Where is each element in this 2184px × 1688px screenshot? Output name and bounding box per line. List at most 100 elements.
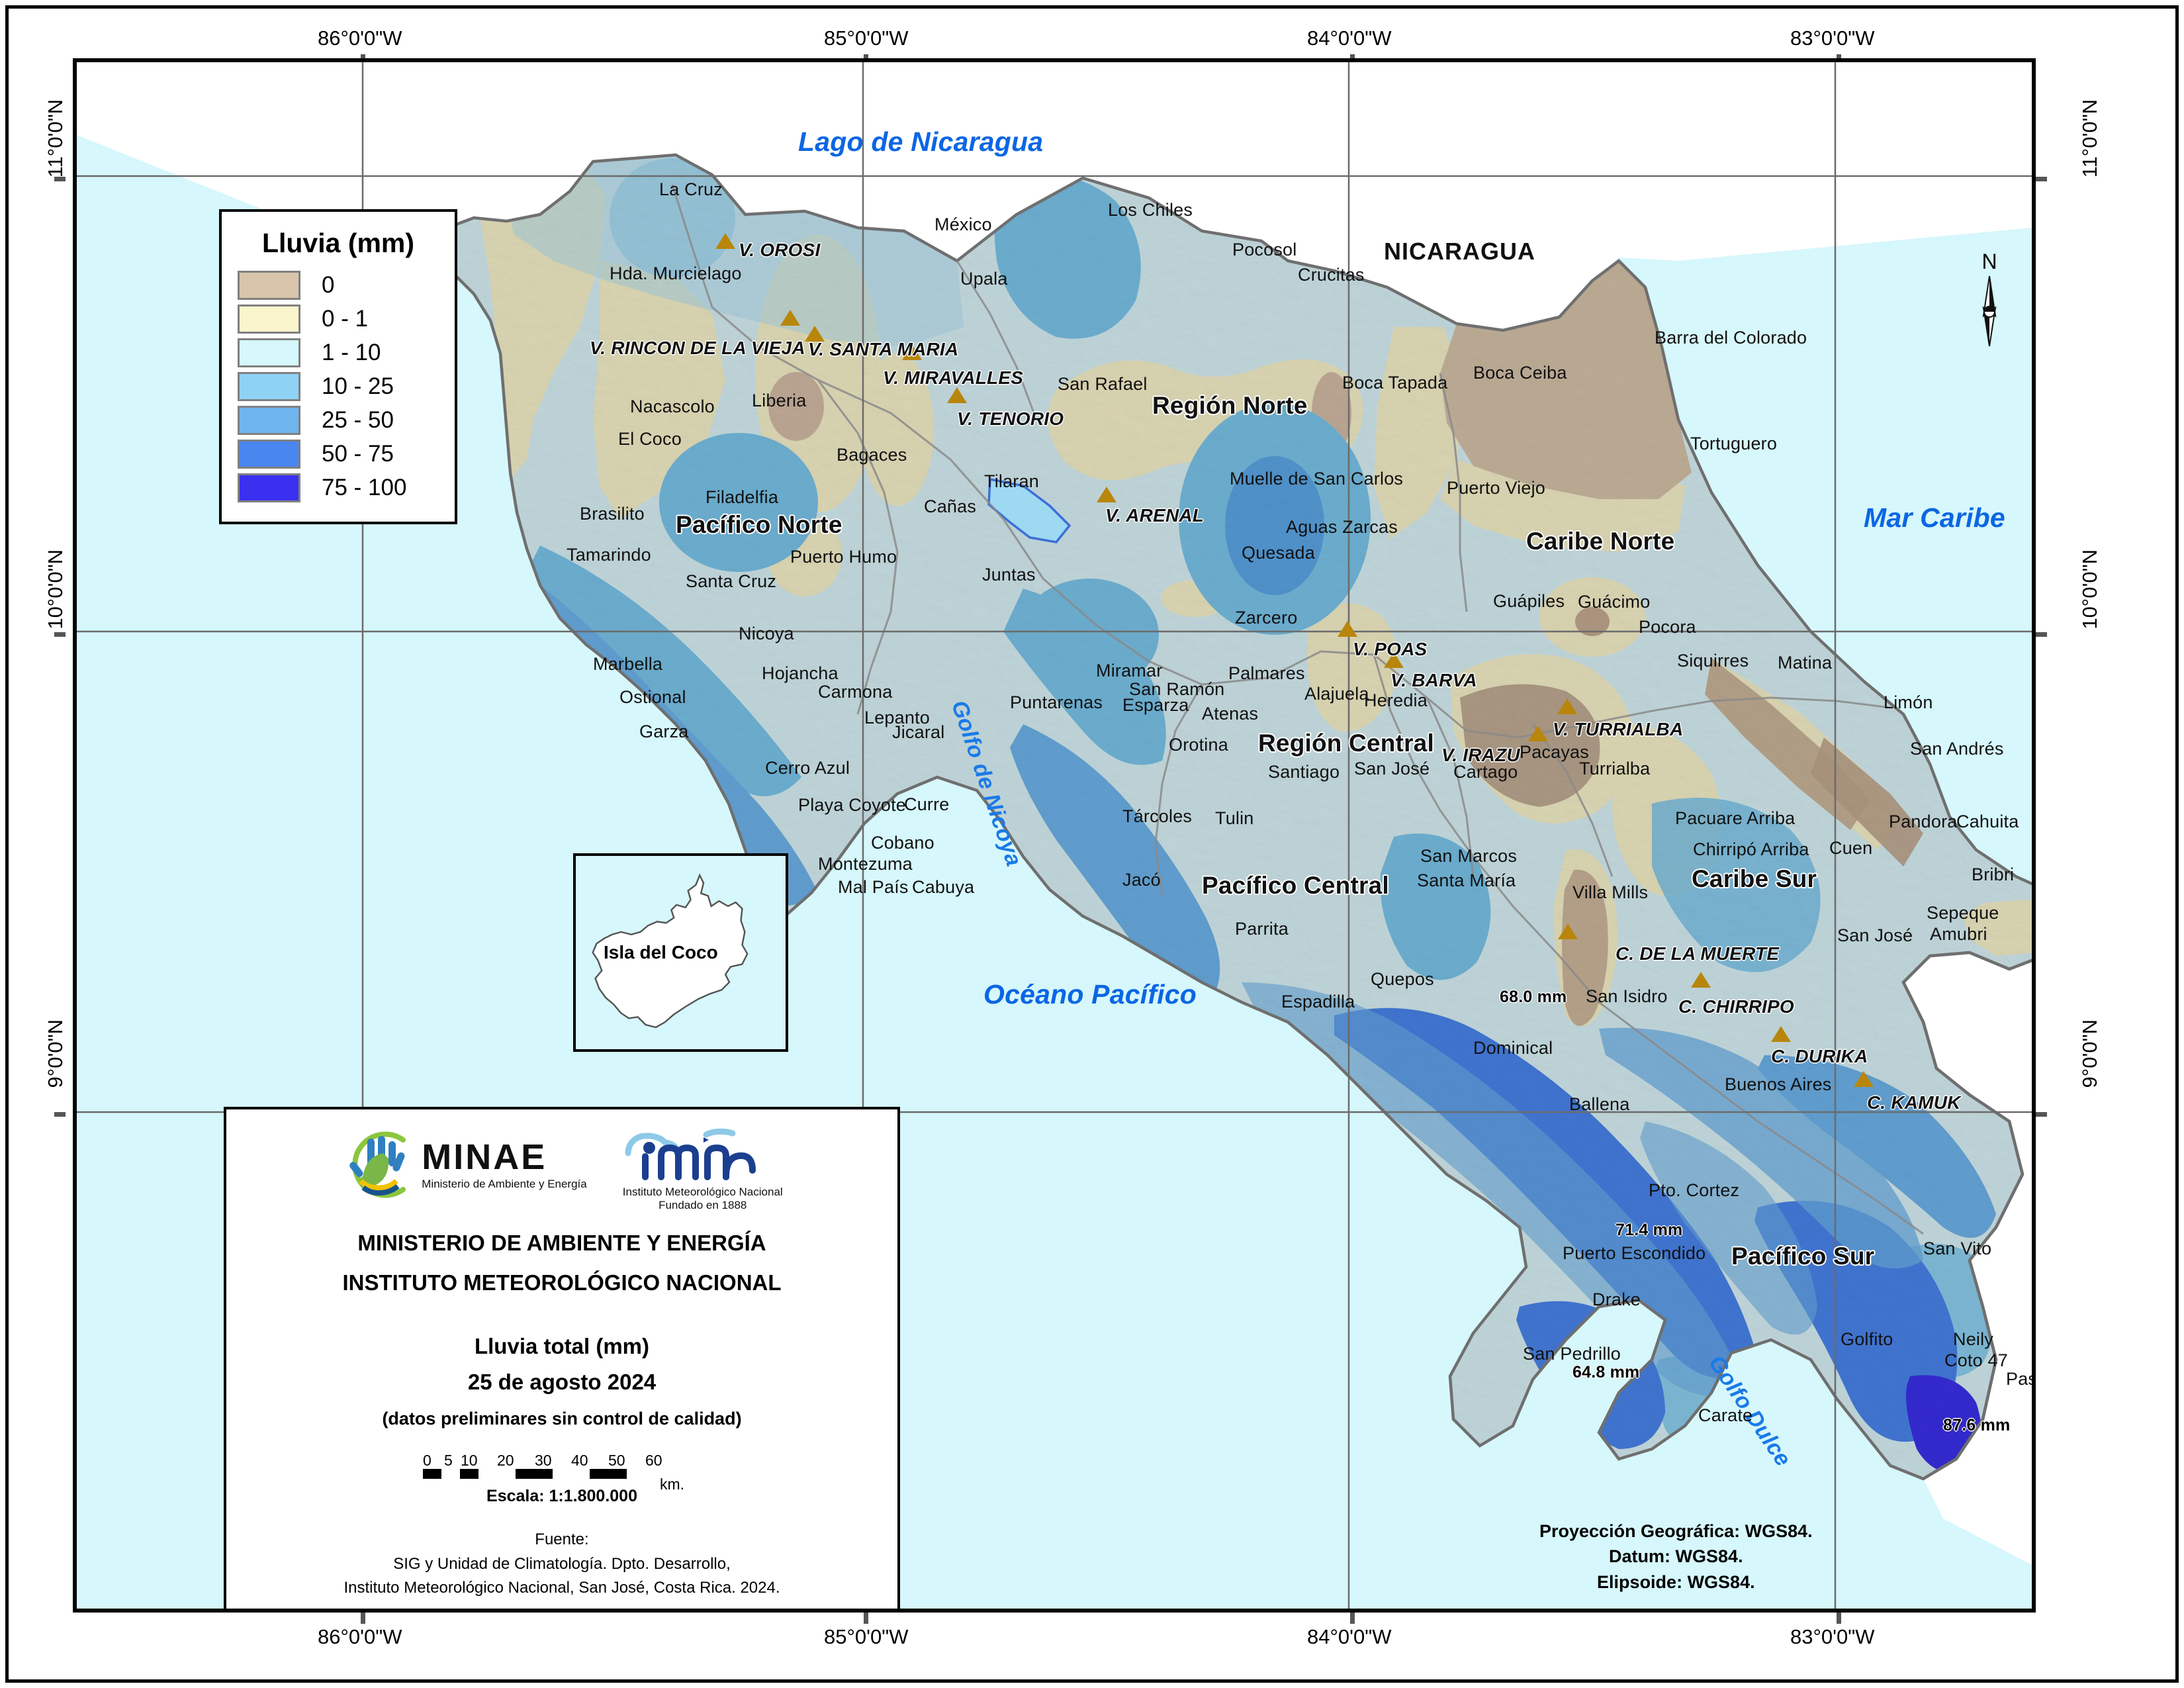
place-label: Puerto Humo: [790, 547, 897, 567]
label-v-arenal: V. ARENAL: [1105, 505, 1205, 526]
place-label: La Cruz: [659, 179, 723, 199]
place-label: Garza: [639, 722, 689, 741]
tick-right: [2036, 177, 2047, 181]
place-label: San Andrés: [1910, 739, 2004, 759]
map-title-line-1: Lluvia total (mm): [474, 1334, 650, 1358]
volcano-marker-turrialba: [1557, 698, 1577, 714]
place-label: Hojancha: [762, 663, 839, 683]
minae-emblem-icon: [349, 1131, 406, 1198]
volcano-marker-chirripo: [1691, 972, 1711, 988]
label-caribe-norte: Caribe Norte: [1526, 528, 1675, 555]
place-label: Pocosol: [1232, 240, 1297, 259]
volcano-marker-tenorio: [947, 387, 967, 403]
place-label: Dominical: [1473, 1038, 1553, 1058]
volcano-marker-miravalles: [902, 344, 922, 360]
place-label: México: [934, 214, 992, 234]
legend-row-3: 10 - 25: [238, 372, 455, 401]
legend-swatch-1: [238, 305, 300, 334]
map-canvas[interactable]: Lluvia (mm) 0 0 - 1 1 - 10 10 - 25 25 - …: [73, 58, 2036, 1613]
costa-rica-border: [435, 153, 2032, 1481]
minae-logo: MINAE Ministerio de Ambiente y Energía: [338, 1127, 587, 1203]
place-label: San Marcos: [1420, 846, 1518, 866]
place-label: Tamarindo: [567, 545, 651, 565]
place-label: Curre: [904, 794, 950, 814]
place-label: Marbella: [593, 654, 663, 674]
place-label: Juntas: [982, 565, 1036, 585]
projection-line-3: Elipsoide: WGS84.: [1597, 1571, 1755, 1592]
legend-row-5: 50 - 75: [238, 440, 455, 469]
place-label: Espadilla: [1281, 992, 1355, 1011]
imn-sub2: Fundado en 1888: [659, 1199, 747, 1211]
place-label: Santiago: [1268, 762, 1340, 782]
coord-left-1: 10°0'0"N: [44, 549, 67, 630]
legend-swatch-6: [238, 473, 300, 502]
place-label: Pandora: [1889, 812, 1958, 831]
legend-row-0: 0: [238, 271, 455, 300]
tick-right: [2036, 632, 2047, 637]
tick-bottom: [361, 1613, 365, 1624]
map-subtitle: (datos preliminares sin control de calid…: [382, 1408, 742, 1429]
place-label: Pocora: [1639, 617, 1696, 637]
place-label: Golfito: [1841, 1329, 1893, 1349]
place-label: Heredia: [1364, 690, 1428, 710]
place-label: Brasilito: [580, 504, 645, 524]
label-c-de-la-muerte: C. DE LA MUERTE: [1615, 943, 1780, 964]
place-label: San Vito: [1923, 1239, 1992, 1258]
place-label: Chirripó Arriba: [1693, 839, 1809, 859]
legend-label-4: 25 - 50: [322, 407, 394, 433]
place-label: Nacascolo: [630, 397, 715, 416]
place-label: Carate: [1698, 1405, 1753, 1425]
place-label: Zarcero: [1235, 608, 1298, 628]
tick-right: [2036, 1112, 2047, 1117]
place-label: Pacuare Arriba: [1675, 808, 1796, 828]
legend-swatch-4: [238, 406, 300, 435]
place-label: Paso Canoas: [2006, 1369, 2032, 1389]
place-label: Bribri: [1972, 865, 2015, 884]
place-label: San Ramón: [1129, 679, 1225, 699]
logo-row: MINAE Ministerio de Ambiente y Energía: [226, 1127, 897, 1212]
minae-tagline: Ministerio de Ambiente y Energía: [422, 1177, 587, 1190]
imn-sub1: Instituto Meteorológico Nacional: [622, 1186, 783, 1198]
place-label: Tulin: [1215, 808, 1254, 828]
place-label: Los Chiles: [1108, 200, 1193, 220]
place-label: San José: [1354, 759, 1430, 778]
tick-bottom: [864, 1613, 868, 1624]
place-label: Crucitas: [1298, 265, 1365, 285]
place-label: Tortuguero: [1690, 434, 1778, 453]
place-label: Tilaran: [984, 471, 1039, 491]
volcano-marker-poas: [1338, 621, 1357, 637]
coord-left-2: 9°0'0"N: [44, 1019, 67, 1088]
place-label: Playa Coyote: [798, 795, 906, 815]
place-label: San José: [1837, 925, 1913, 945]
compass-needle-icon: [1982, 275, 1997, 347]
coord-top-3: 83°0'0"W: [1790, 26, 1875, 50]
place-label: Liberia: [752, 391, 807, 410]
place-label: Santa Cruz: [686, 571, 777, 591]
place-label: Jacó: [1122, 870, 1161, 890]
place-label: Boca Ceiba: [1473, 363, 1567, 383]
label-v-turrialba: V. TURRIALBA: [1553, 719, 1684, 739]
legend-panel: Lluvia (mm) 0 0 - 1 1 - 10 10 - 25 25 - …: [219, 209, 457, 524]
place-label: Cabuya: [912, 877, 975, 897]
place-label: Carmona: [818, 682, 893, 702]
scale-ratio: Escala: 1:1.800.000: [486, 1486, 637, 1505]
isla-del-coco-inset[interactable]: Isla del Coco: [573, 853, 788, 1052]
place-label: Aguas Zarcas: [1286, 517, 1398, 537]
place-label: Amubri: [1930, 924, 1987, 944]
minae-wordmark: MINAE: [422, 1137, 547, 1177]
place-label: Sepeque: [1927, 903, 1999, 923]
coord-bottom-3: 83°0'0"W: [1790, 1625, 1875, 1648]
legend-row-4: 25 - 50: [238, 406, 455, 435]
label-pacifico-norte: Pacífico Norte: [676, 511, 842, 538]
scale-bar: 0 5 10 20 30 40 50 60 km. Escala: 1:1.: [226, 1452, 897, 1506]
volcano-marker-kamuk: [1854, 1071, 1874, 1087]
place-label: Miramar: [1096, 661, 1163, 680]
place-label: Coto 47: [1944, 1350, 2008, 1370]
org-line-2: INSTITUTO METEOROLÓGICO NACIONAL: [342, 1270, 782, 1295]
label-lago-de-nicaragua: Lago de Nicaragua: [798, 126, 1044, 157]
label-c-durika: C. DURIKA: [1771, 1046, 1868, 1066]
place-label: Puerto Escondido: [1563, 1243, 1706, 1263]
place-label: Cuen: [1829, 838, 1873, 858]
source-line-2: Instituto Meteorológico Nacional, San Jo…: [343, 1578, 780, 1597]
place-label: Cartago: [1453, 762, 1518, 782]
